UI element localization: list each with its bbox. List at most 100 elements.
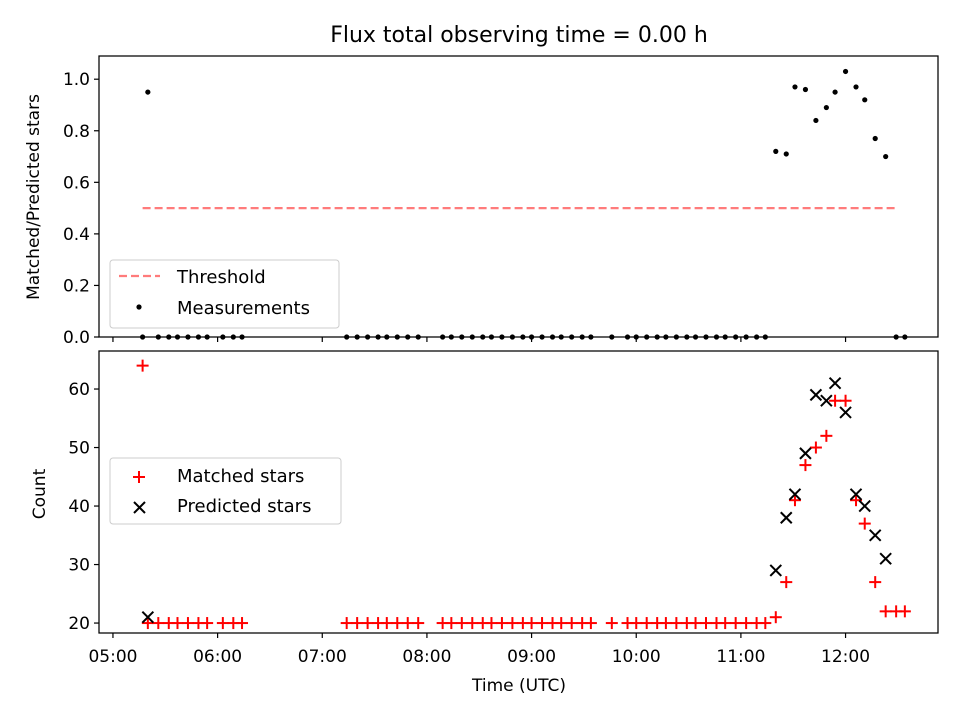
measurement-point — [499, 334, 505, 340]
measurement-point — [415, 334, 421, 340]
count-x-tick-label: 05:00 — [88, 647, 137, 667]
measurement-point — [185, 334, 191, 340]
matched-star-marker — [820, 429, 833, 442]
legend-threshold-label: Threshold — [176, 267, 266, 288]
matched-star-marker — [351, 617, 364, 630]
matched-star-marker — [729, 617, 742, 630]
count-x-tick-label: 10:00 — [612, 647, 661, 667]
measurement-point — [155, 334, 161, 340]
matched-star-marker — [216, 617, 229, 630]
chart-title: Flux total observing time = 0.00 h — [330, 23, 708, 48]
matched-star-marker — [769, 611, 782, 624]
predicted-star-marker — [858, 499, 871, 513]
matched-star-marker — [181, 617, 194, 630]
measurement-point — [528, 334, 535, 340]
matched-star-marker — [605, 617, 618, 630]
count-y-tick-label: 40 — [68, 497, 90, 517]
measurement-point — [842, 68, 849, 75]
ratio-y-ticks: 0.0 0.2 0.4 0.6 0.8 1.0 — [63, 70, 99, 348]
measurement-point — [480, 334, 486, 340]
matched-star-marker — [495, 617, 508, 630]
matched-star-marker — [740, 617, 753, 630]
measurement-point — [663, 334, 669, 340]
measurement-point — [520, 334, 526, 340]
ratio-legend-box — [109, 259, 340, 329]
matched-star-marker — [659, 617, 672, 630]
predicted-star-marker — [780, 511, 793, 524]
matched-star-marker — [171, 617, 184, 630]
matched-star-marker — [640, 617, 653, 630]
predicted-stars-layer — [141, 376, 892, 624]
matched-star-marker — [201, 617, 214, 630]
measurement-point — [872, 135, 878, 142]
ratio-panel: 0.0 0.2 0.4 0.6 0.8 1.0 Matched/Predicted sta… — [24, 55, 939, 348]
measurement-point — [792, 84, 798, 90]
measurement-point — [440, 334, 446, 340]
count-legend-box — [109, 457, 342, 525]
matched-star-marker — [700, 617, 713, 630]
measurement-point — [375, 334, 381, 340]
predicted-star-marker — [839, 406, 852, 419]
matched-star-marker — [799, 459, 812, 472]
count-y-tick-label: 20 — [68, 614, 90, 634]
matched-star-marker — [340, 617, 353, 630]
matched-star-marker — [809, 441, 822, 454]
measurement-point — [569, 334, 575, 340]
matched-stars-layer — [136, 359, 911, 630]
measurement-point — [609, 334, 615, 340]
measurement-point — [405, 334, 411, 340]
measurement-point — [239, 334, 245, 340]
measurement-point — [448, 334, 454, 340]
matched-star-marker — [445, 617, 458, 630]
measurement-point — [673, 334, 679, 340]
legend-predicted-marker — [133, 501, 146, 514]
matched-star-marker — [839, 394, 852, 407]
matched-star-marker — [412, 617, 425, 630]
matched-star-marker — [759, 617, 772, 630]
matched-star-marker — [136, 359, 149, 372]
count-y-tick-label: 60 — [68, 380, 90, 400]
legend-measurements-label: Measurements — [177, 298, 310, 319]
measurement-point — [753, 334, 760, 340]
matched-star-marker — [455, 617, 468, 630]
predicted-star-marker — [849, 488, 863, 501]
ratio-y-tick-label: 1.0 — [63, 70, 90, 90]
matched-star-marker — [829, 394, 842, 407]
matched-star-marker — [401, 617, 414, 630]
matched-star-marker — [380, 617, 393, 630]
measurement-point — [459, 334, 465, 340]
matched-star-marker — [879, 605, 892, 618]
matched-star-marker — [630, 617, 643, 630]
measurement-point — [743, 334, 749, 340]
matched-star-marker — [670, 617, 683, 630]
measurement-point — [823, 104, 829, 111]
measurement-point — [230, 334, 236, 340]
measurement-point — [733, 334, 739, 340]
measurement-point — [509, 334, 515, 340]
matched-star-marker — [689, 617, 702, 630]
ratio-y-tick-label: 0.6 — [63, 173, 90, 193]
predicted-star-marker — [769, 564, 782, 577]
ratio-panel-frame — [98, 55, 939, 338]
measurement-point — [488, 334, 495, 340]
matched-star-marker — [555, 617, 568, 630]
measurement-point — [624, 334, 631, 340]
measurement-point — [802, 86, 809, 93]
measurement-point — [813, 117, 819, 124]
ratio-y-tick-label: 0.4 — [63, 225, 90, 245]
matched-star-marker — [536, 617, 549, 630]
measurement-point — [713, 334, 720, 340]
count-x-tick-label: 11:00 — [716, 647, 765, 667]
matched-star-marker — [719, 617, 732, 630]
matched-star-marker — [858, 517, 871, 530]
predicted-star-marker — [828, 376, 842, 390]
measurement-point — [384, 334, 390, 340]
measurement-point — [832, 89, 838, 95]
count-y-ticks: 20 30 40 50 60 — [68, 380, 99, 634]
predicted-star-marker — [788, 488, 802, 501]
matched-star-marker — [898, 605, 911, 618]
count-x-tick-label: 09:00 — [507, 647, 556, 667]
measurement-point — [204, 334, 210, 340]
matched-star-marker — [141, 617, 154, 630]
